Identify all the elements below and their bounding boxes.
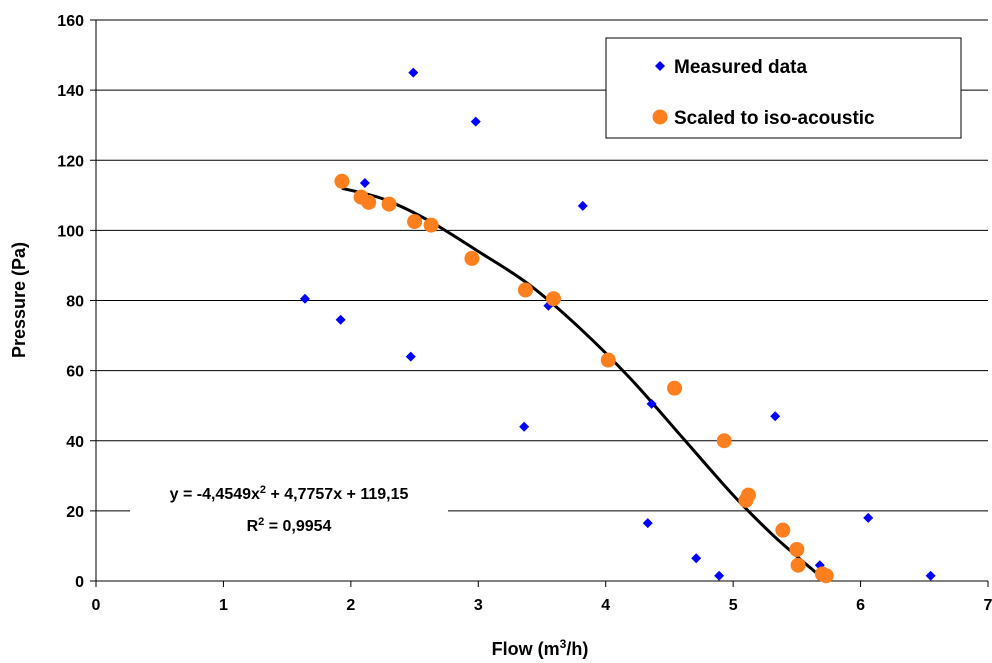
y-tick-label: 60 — [66, 364, 84, 381]
scaled-data-point — [790, 557, 806, 573]
x-tick-label: 1 — [219, 597, 228, 614]
scaled-data-point — [423, 217, 439, 233]
measured-data-point — [646, 398, 657, 409]
x-tick-label: 6 — [856, 597, 865, 614]
equation-background — [130, 482, 448, 544]
trendline-equation: y = -4,4549x2 + 4,7757x + 119,15 R2 = 0,… — [130, 482, 448, 544]
scaled-data-point — [407, 214, 423, 230]
measured-data-point — [470, 116, 481, 127]
measured-data-point — [335, 314, 346, 325]
measured-data-point — [405, 351, 416, 362]
measured-data-point — [770, 411, 781, 422]
y-tick-label: 0 — [75, 574, 84, 591]
measured-data-point — [299, 293, 310, 304]
measured-data-point — [642, 518, 653, 529]
measured-data-point — [691, 553, 702, 564]
y-tick-label: 160 — [57, 13, 84, 30]
measured-data-point — [863, 512, 874, 523]
x-tick-label: 2 — [346, 597, 355, 614]
legend-label-measured: Measured data — [674, 57, 807, 78]
y-tick-label: 20 — [66, 504, 84, 521]
measured-data-point — [408, 67, 419, 78]
y-tick-label: 120 — [57, 153, 84, 170]
y-tick-label: 140 — [57, 83, 84, 100]
scaled-data-point — [361, 194, 377, 210]
equation-line-1: y = -4,4549x2 + 4,7757x + 119,15 — [170, 484, 409, 503]
measured-data-point — [577, 200, 588, 211]
legend-label-scaled: Scaled to iso-acoustic — [674, 108, 875, 129]
scaled-data-point — [818, 568, 834, 584]
scaled-data-point — [545, 291, 561, 307]
scaled-data-point — [381, 196, 397, 212]
scaled-data-point — [775, 522, 791, 538]
y-tick-label: 100 — [57, 223, 84, 240]
gridlines — [96, 19, 988, 512]
scaled-data-point — [789, 541, 805, 557]
x-tick-label: 0 — [92, 597, 101, 614]
x-axis-title: Flow (m3/h) — [492, 637, 589, 659]
legend-marker-measured — [655, 61, 665, 71]
x-tick-label: 5 — [729, 597, 738, 614]
y-axis-title: Pressure (Pa) — [9, 242, 29, 358]
scaled-data-point — [740, 487, 756, 503]
measured-data-point — [519, 421, 530, 432]
points-layer — [299, 67, 936, 584]
scaled-data-point — [517, 282, 533, 298]
legend: Measured data Scaled to iso-acoustic — [605, 37, 962, 139]
measured-data-point — [925, 570, 936, 581]
y-tick-label: 80 — [66, 294, 84, 311]
equation-line-2: R2 = 0,9954 — [247, 516, 332, 535]
scaled-data-point — [667, 380, 683, 396]
x-axis-ticks: 0 1 2 3 4 5 6 7 — [92, 581, 992, 614]
scaled-data-point — [716, 433, 732, 449]
x-tick-label: 3 — [474, 597, 483, 614]
scaled-data-point — [600, 352, 616, 368]
x-tick-label: 4 — [601, 597, 610, 614]
scaled-data-point — [464, 250, 480, 266]
measured-data-point — [714, 570, 725, 581]
measured-data-point — [359, 178, 370, 189]
y-axis-ticks: 0 20 40 60 80 100 120 140 160 — [57, 13, 96, 591]
scaled-data-point — [334, 173, 350, 189]
y-tick-label: 40 — [66, 434, 84, 451]
x-tick-label: 7 — [984, 597, 992, 614]
legend-marker-scaled — [652, 109, 668, 125]
